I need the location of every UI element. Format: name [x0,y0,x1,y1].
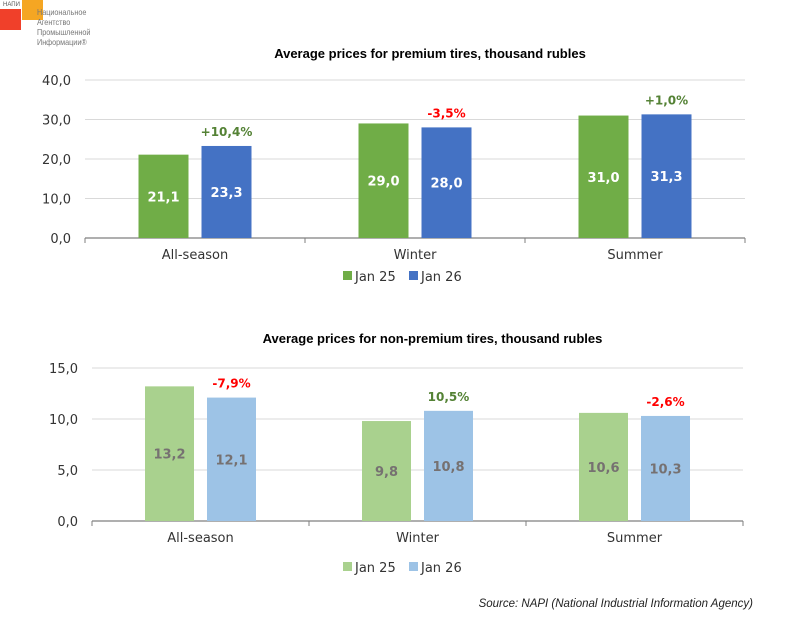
y-tick-label: 30,0 [42,114,71,129]
change-percent-label: 10,5% [428,390,470,404]
legend-label: Jan 26 [420,561,462,576]
bar-value-label: 10,3 [649,462,681,477]
bar-value-label: 31,3 [650,170,682,185]
bar-jan-25 [578,115,629,238]
category-label: Winter [394,248,438,263]
logo-line: Информации® [37,37,87,47]
category-label: All-season [167,531,234,546]
source-note: Source: NAPI (National Industrial Inform… [478,598,753,610]
bar-value-label: 28,0 [430,177,462,192]
bar-jan-26 [421,127,472,238]
bar-value-label: 10,8 [432,460,464,475]
y-tick-label: 5,0 [57,464,78,479]
y-tick-label: 0,0 [57,515,78,530]
bar-jan-26 [201,145,252,238]
bar-value-label: 9,8 [375,465,398,480]
y-tick-label: 20,0 [42,153,71,168]
y-tick-label: 10,0 [49,413,78,428]
napi-logo: НАПИ Национальное Агентство Промышленной… [0,0,120,55]
bar-jan-25 [358,123,409,238]
logo-red-square [0,9,21,30]
bar-value-label: 29,0 [367,175,399,190]
y-tick-label: 10,0 [42,193,71,208]
bar-value-label: 31,0 [587,171,619,186]
change-percent-label: -7,9% [212,377,250,391]
legend-label: Jan 25 [354,561,396,576]
y-tick-label: 0,0 [50,232,71,247]
bar-jan-26 [641,114,692,238]
chart-title: Average prices for non-premium tires, th… [263,331,603,346]
bar-jan-25 [579,412,628,521]
logo-text: Национальное Агентство Промышленной Инфо… [37,7,90,47]
legend-swatch [343,271,352,280]
legend-label: Jan 26 [420,270,462,285]
category-label: Winter [396,531,440,546]
bar-jan-25 [138,154,189,238]
bar-jan-26 [641,415,690,521]
logo-line: Промышленной [37,27,91,37]
change-percent-label: -2,6% [646,395,684,409]
y-tick-label: 40,0 [42,74,71,89]
legend-swatch [343,562,352,571]
bar-value-label: 21,1 [147,190,179,205]
bar-value-label: 23,3 [210,186,242,201]
category-label: All-season [162,248,229,263]
logo-line: Национальное [37,7,87,17]
bar-jan-26 [424,410,473,521]
category-label: Summer [607,248,663,263]
change-percent-label: +1,0% [645,93,688,107]
bar-jan-26 [207,397,256,521]
legend-swatch [409,562,418,571]
logo-abbr: НАПИ [3,2,20,8]
chart-title: Average prices for premium tires, thousa… [274,46,586,61]
bar-jan-25 [362,421,411,521]
category-label: Summer [607,531,663,546]
bar-jan-25 [145,386,194,521]
legend-label: Jan 25 [354,270,396,285]
bar-value-label: 12,1 [215,453,247,468]
change-percent-label: -3,5% [427,106,465,120]
logo-line: Агентство [37,17,71,27]
logo-orange-square [22,0,43,20]
y-tick-label: 15,0 [49,362,78,377]
change-percent-label: +10,4% [201,125,253,139]
bar-value-label: 13,2 [153,448,185,463]
legend-swatch [409,271,418,280]
bar-value-label: 10,6 [587,461,619,476]
